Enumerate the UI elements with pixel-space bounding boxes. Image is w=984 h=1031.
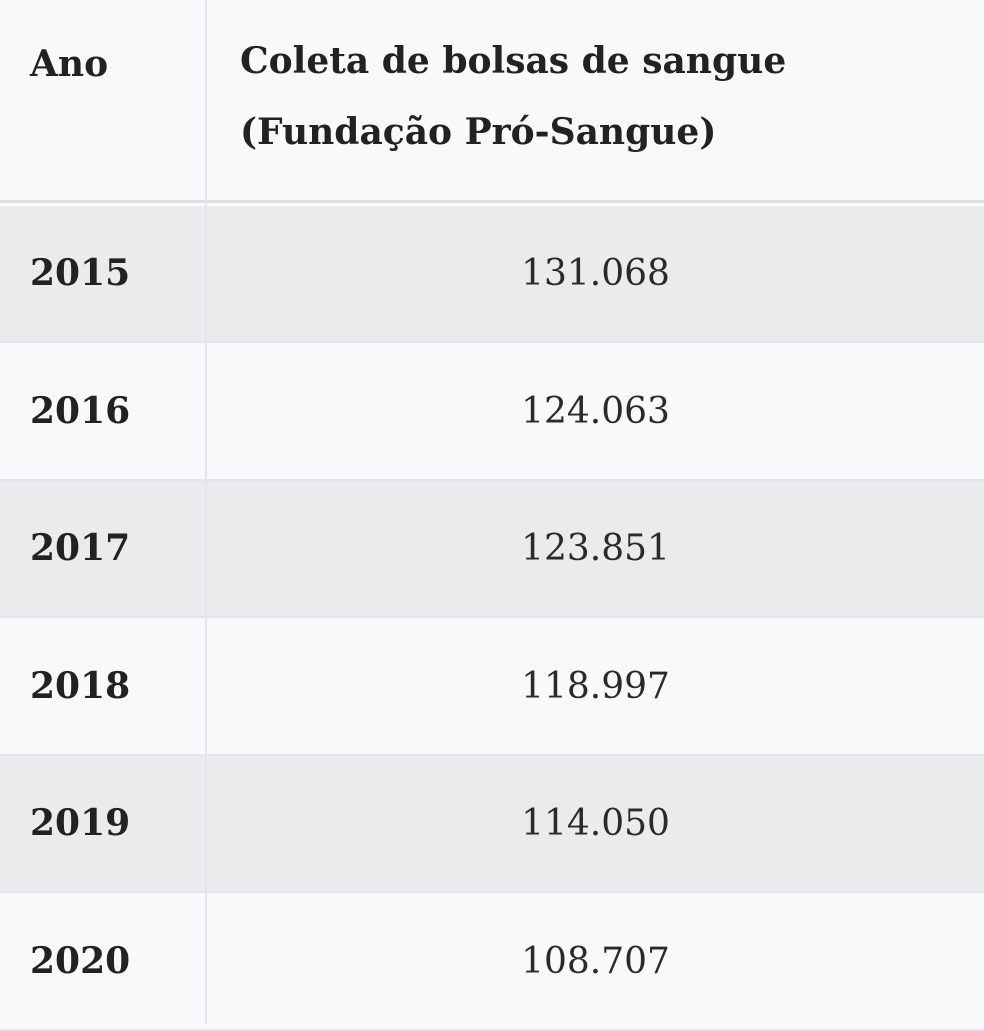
cell-year: 2019 xyxy=(30,802,131,844)
cell-year: 2016 xyxy=(30,390,131,432)
cell-year: 2020 xyxy=(30,940,131,982)
header-value-line-2: (Fundação Pró-Sangue) xyxy=(240,111,717,153)
cell-value: 118.997 xyxy=(521,666,670,707)
cell-year: 2017 xyxy=(30,527,131,569)
header-year: Ano xyxy=(30,43,109,85)
cell-value: 131.068 xyxy=(521,253,670,294)
cell-value: 114.050 xyxy=(521,803,670,844)
cell-year: 2018 xyxy=(30,665,131,707)
cell-value: 124.063 xyxy=(521,391,670,432)
table-row: 2016 124.063 xyxy=(0,344,984,481)
column-divider xyxy=(205,0,207,1024)
table-header: Ano Coleta de bolsas de sangue (Fundação… xyxy=(0,0,984,203)
header-value: Coleta de bolsas de sangue (Fundação Pró… xyxy=(240,26,940,168)
cell-value: 123.851 xyxy=(521,528,670,569)
table-row: 2020 108.707 xyxy=(0,894,984,1031)
header-value-line-1: Coleta de bolsas de sangue xyxy=(240,40,787,82)
table-row: 2015 131.068 xyxy=(0,206,984,343)
cell-year: 2015 xyxy=(30,252,131,294)
cell-value: 108.707 xyxy=(521,941,670,982)
table-row: 2019 114.050 xyxy=(0,756,984,893)
table-row: 2018 118.997 xyxy=(0,619,984,756)
table-row: 2017 123.851 xyxy=(0,481,984,618)
